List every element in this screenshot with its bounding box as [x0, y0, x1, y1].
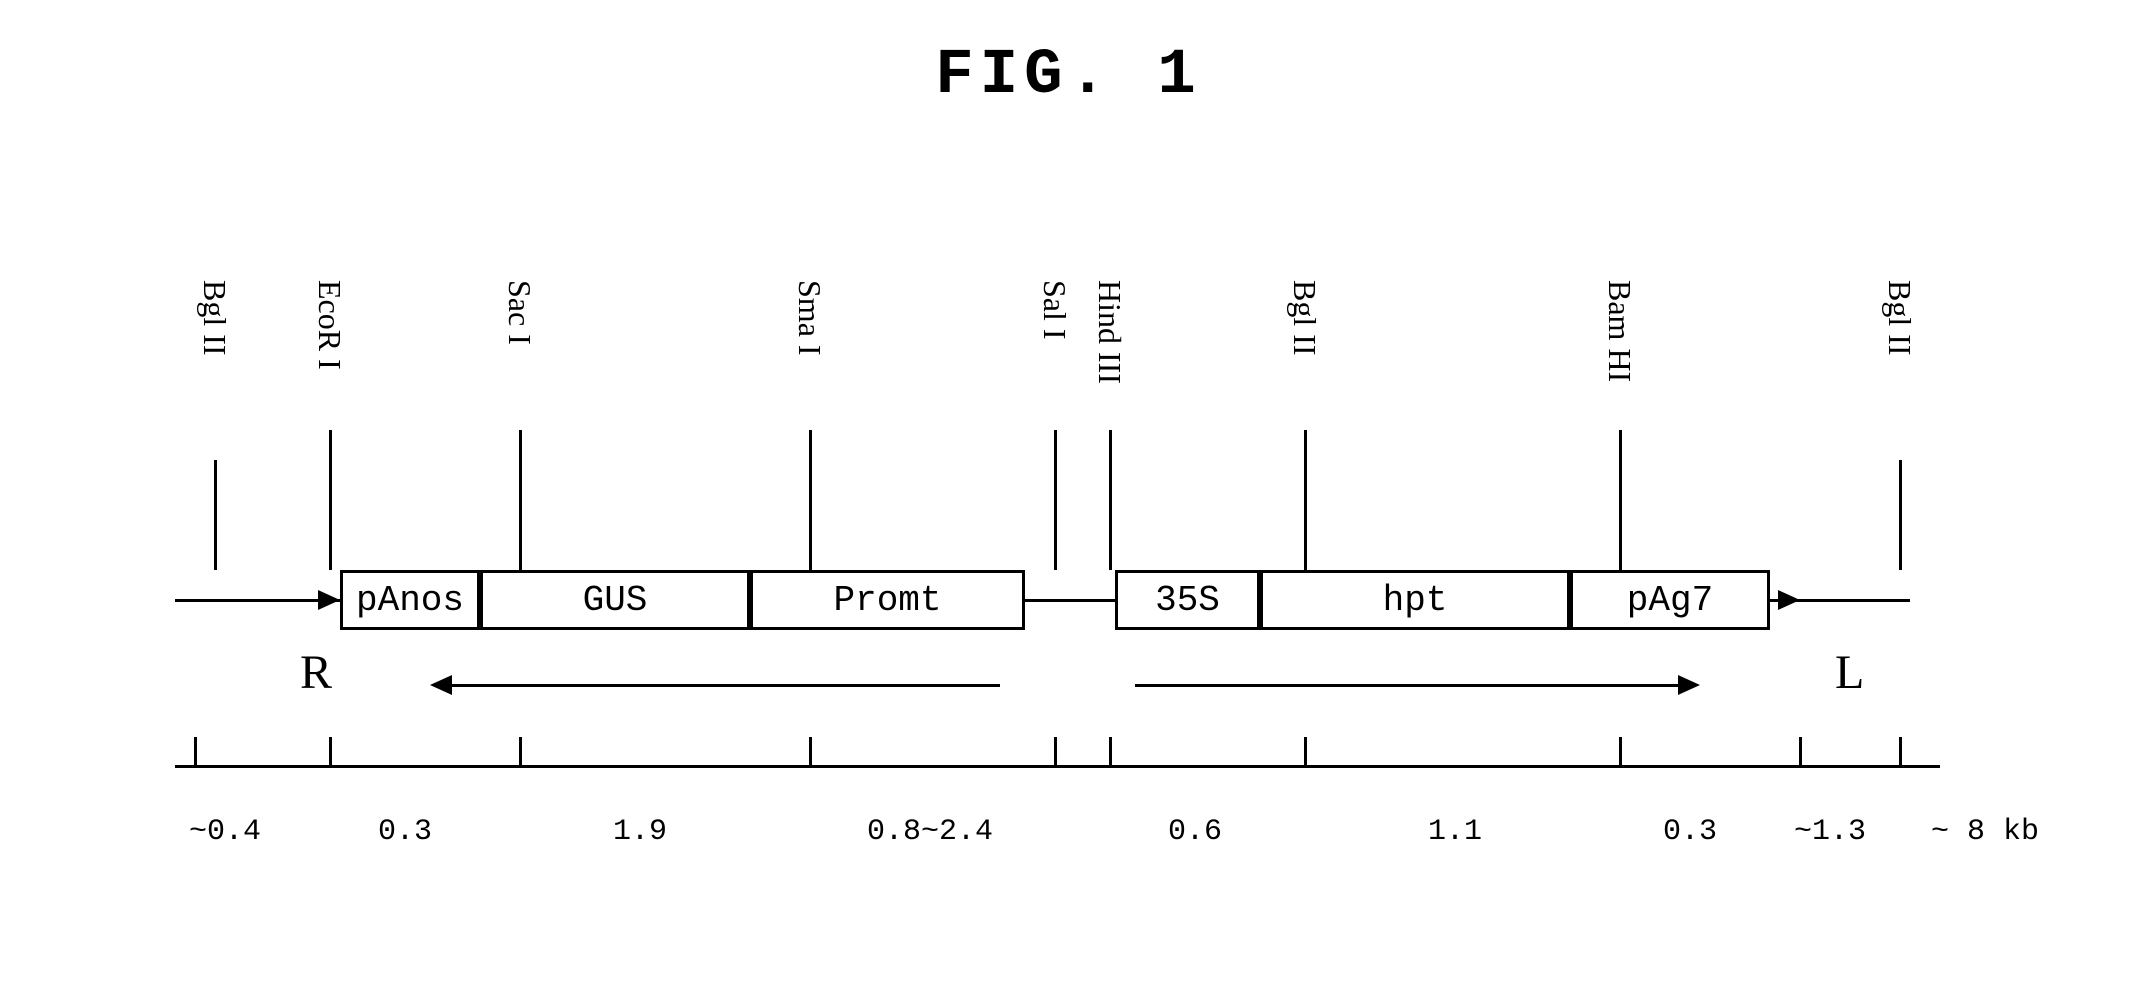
restriction-site-tick: [1899, 460, 1902, 570]
scale-tick: [809, 737, 812, 765]
scale-tick: [1619, 737, 1622, 765]
scale-tick: [519, 737, 522, 765]
restriction-site-tick: [1619, 430, 1622, 570]
figure-title: FIG. 1: [0, 40, 2137, 112]
restriction-site-tick: [1109, 430, 1112, 570]
gene-box: 35S: [1115, 570, 1260, 630]
restriction-site-label: Sma I: [791, 280, 828, 356]
scale-segment-label: 0.8~2.4: [867, 815, 993, 849]
scale-segment-label: 0.6: [1168, 815, 1222, 849]
scale-segment-label: 0.3: [378, 815, 432, 849]
transcription-arrow-shaft: [452, 684, 1000, 687]
gene-box: pAnos: [340, 570, 480, 630]
restriction-site-label: Sac I: [501, 280, 538, 345]
restriction-site-label: Sal I: [1036, 280, 1073, 340]
scale-tick: [329, 737, 332, 765]
restriction-site-tick: [214, 460, 217, 570]
scale-tick: [1899, 737, 1902, 765]
transcription-arrowhead-icon: [430, 675, 452, 695]
scale-segment-label: 1.1: [1428, 815, 1482, 849]
restriction-site-tick: [329, 430, 332, 570]
map-baseline: [175, 599, 340, 602]
left-border-label: L: [1835, 645, 1864, 700]
restriction-site-tick: [809, 430, 812, 570]
scale-tick: [1054, 737, 1057, 765]
gene-box-label: Promt: [833, 580, 941, 621]
figure-canvas: FIG. 1 Bgl II EcoR I Sac I Sma I Sal I Hind I…: [0, 0, 2137, 981]
gene-box: hpt: [1260, 570, 1570, 630]
restriction-site-tick: [519, 430, 522, 570]
restriction-site-tick: [1054, 430, 1057, 570]
restriction-site-label: Bgl II: [196, 280, 233, 356]
gene-box-label: GUS: [583, 580, 648, 621]
scale-tick: [194, 737, 197, 765]
scale-segment-label: ~1.3: [1794, 815, 1866, 849]
gene-box-label: pAnos: [356, 580, 464, 621]
map-baseline: [1025, 599, 1115, 602]
restriction-site-label: Bam HI: [1601, 280, 1638, 382]
scale-segment-label: 1.9: [613, 815, 667, 849]
gene-box-label: pAg7: [1627, 580, 1713, 621]
scale-segment-label: ~ 8 kb: [1931, 815, 2039, 849]
scale-segment-label: 0.3: [1663, 815, 1717, 849]
scale-tick: [1304, 737, 1307, 765]
restriction-site-label: Bgl II: [1286, 280, 1323, 356]
gene-box-label: 35S: [1155, 580, 1220, 621]
restriction-site-label: Hind III: [1091, 280, 1128, 384]
gene-box: Promt: [750, 570, 1025, 630]
scale-baseline: [175, 765, 1940, 768]
restriction-site-label: Bgl II: [1881, 280, 1918, 356]
border-arrowhead-icon: [318, 590, 340, 610]
restriction-site-label: EcoR I: [311, 280, 348, 370]
restriction-site-tick: [1304, 430, 1307, 570]
scale-segment-label: ~0.4: [189, 815, 261, 849]
gene-box: pAg7: [1570, 570, 1770, 630]
scale-tick: [1799, 737, 1802, 765]
scale-tick: [1109, 737, 1112, 765]
border-arrowhead-icon: [1778, 590, 1800, 610]
right-border-label: R: [300, 645, 332, 700]
transcription-arrow-shaft: [1135, 684, 1678, 687]
gene-box-label: hpt: [1383, 580, 1448, 621]
gene-box: GUS: [480, 570, 750, 630]
transcription-arrowhead-icon: [1678, 675, 1700, 695]
